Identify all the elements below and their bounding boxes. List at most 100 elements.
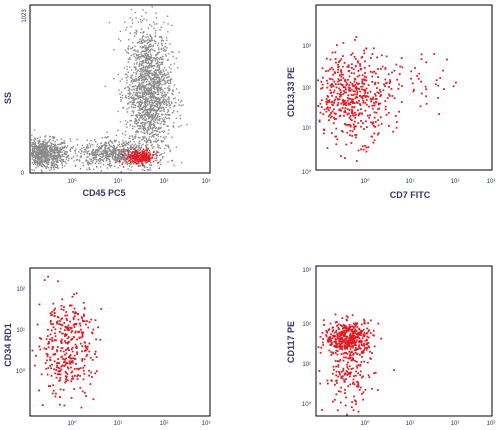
event-point	[145, 19, 148, 21]
event-point	[159, 29, 161, 31]
event-point	[355, 324, 357, 326]
event-point	[124, 120, 127, 122]
event-point	[49, 338, 51, 341]
event-point	[137, 95, 139, 98]
event-point	[112, 158, 114, 160]
event-point	[98, 147, 100, 149]
event-point	[131, 97, 134, 99]
event-point	[363, 318, 365, 321]
event-point	[60, 305, 63, 307]
event-point	[98, 158, 101, 160]
event-point	[46, 166, 48, 168]
event-point	[36, 150, 38, 152]
event-point	[124, 149, 127, 151]
event-point	[155, 113, 157, 116]
event-point	[341, 338, 344, 341]
event-point	[146, 153, 148, 155]
event-point	[171, 136, 173, 138]
event-point	[122, 149, 124, 151]
event-point	[139, 106, 141, 108]
event-point	[425, 88, 428, 91]
event-point	[125, 160, 127, 162]
event-point	[366, 126, 368, 129]
event-point	[348, 75, 351, 78]
event-point	[360, 343, 363, 345]
event-point	[31, 134, 33, 137]
event-point	[158, 58, 160, 60]
event-point	[59, 151, 61, 154]
event-point	[146, 102, 148, 104]
event-point	[109, 159, 111, 161]
event-point	[156, 23, 158, 25]
event-point	[343, 344, 346, 346]
event-point	[61, 332, 63, 335]
event-point	[393, 369, 395, 372]
event-point	[364, 347, 366, 349]
event-point	[166, 125, 168, 127]
event-point	[83, 358, 86, 361]
event-point	[32, 159, 35, 161]
event-point	[135, 154, 137, 156]
event-point	[102, 152, 104, 154]
event-point	[153, 136, 155, 138]
event-point	[368, 376, 371, 379]
event-point	[52, 155, 54, 157]
event-point	[79, 324, 82, 327]
event-point	[112, 144, 115, 147]
event-point	[359, 63, 361, 65]
event-point	[138, 75, 140, 77]
event-point	[158, 97, 160, 99]
event-point	[149, 109, 151, 111]
event-point	[151, 91, 153, 94]
event-point	[157, 151, 160, 154]
event-point	[49, 151, 51, 153]
event-point	[356, 93, 358, 96]
event-point	[142, 55, 144, 58]
event-point	[83, 307, 86, 309]
event-point	[148, 91, 151, 93]
event-point	[328, 109, 330, 112]
event-point	[366, 327, 369, 330]
event-point	[148, 116, 150, 119]
event-point	[128, 98, 130, 100]
event-point	[139, 165, 141, 167]
event-point	[340, 94, 342, 96]
event-point	[138, 91, 140, 93]
event-point	[179, 114, 181, 117]
event-point	[167, 79, 170, 81]
event-point	[127, 47, 129, 49]
event-point	[55, 163, 58, 166]
event-point	[378, 107, 381, 110]
event-point	[48, 140, 50, 142]
event-point	[355, 330, 358, 333]
event-point	[52, 146, 55, 148]
event-point	[155, 63, 157, 65]
event-point	[80, 316, 83, 318]
event-point	[149, 142, 152, 144]
event-point	[168, 105, 171, 107]
event-point	[326, 95, 329, 97]
event-point	[87, 326, 90, 329]
event-point	[59, 396, 61, 398]
event-point	[54, 372, 57, 375]
event-point	[136, 94, 138, 97]
event-point	[141, 111, 144, 114]
event-point	[141, 63, 143, 65]
event-point	[336, 343, 338, 345]
event-point	[146, 150, 148, 152]
event-point	[152, 93, 155, 96]
event-point	[142, 143, 144, 145]
event-point	[59, 377, 62, 379]
event-point	[74, 343, 77, 346]
event-point	[153, 124, 156, 126]
event-point	[152, 78, 154, 80]
event-point	[127, 95, 130, 98]
event-point	[36, 164, 38, 166]
event-point	[123, 87, 126, 90]
event-point	[108, 21, 111, 24]
event-point	[38, 161, 41, 163]
event-point	[139, 38, 141, 40]
event-point	[137, 21, 140, 23]
event-point	[70, 147, 72, 149]
event-point	[47, 163, 49, 165]
